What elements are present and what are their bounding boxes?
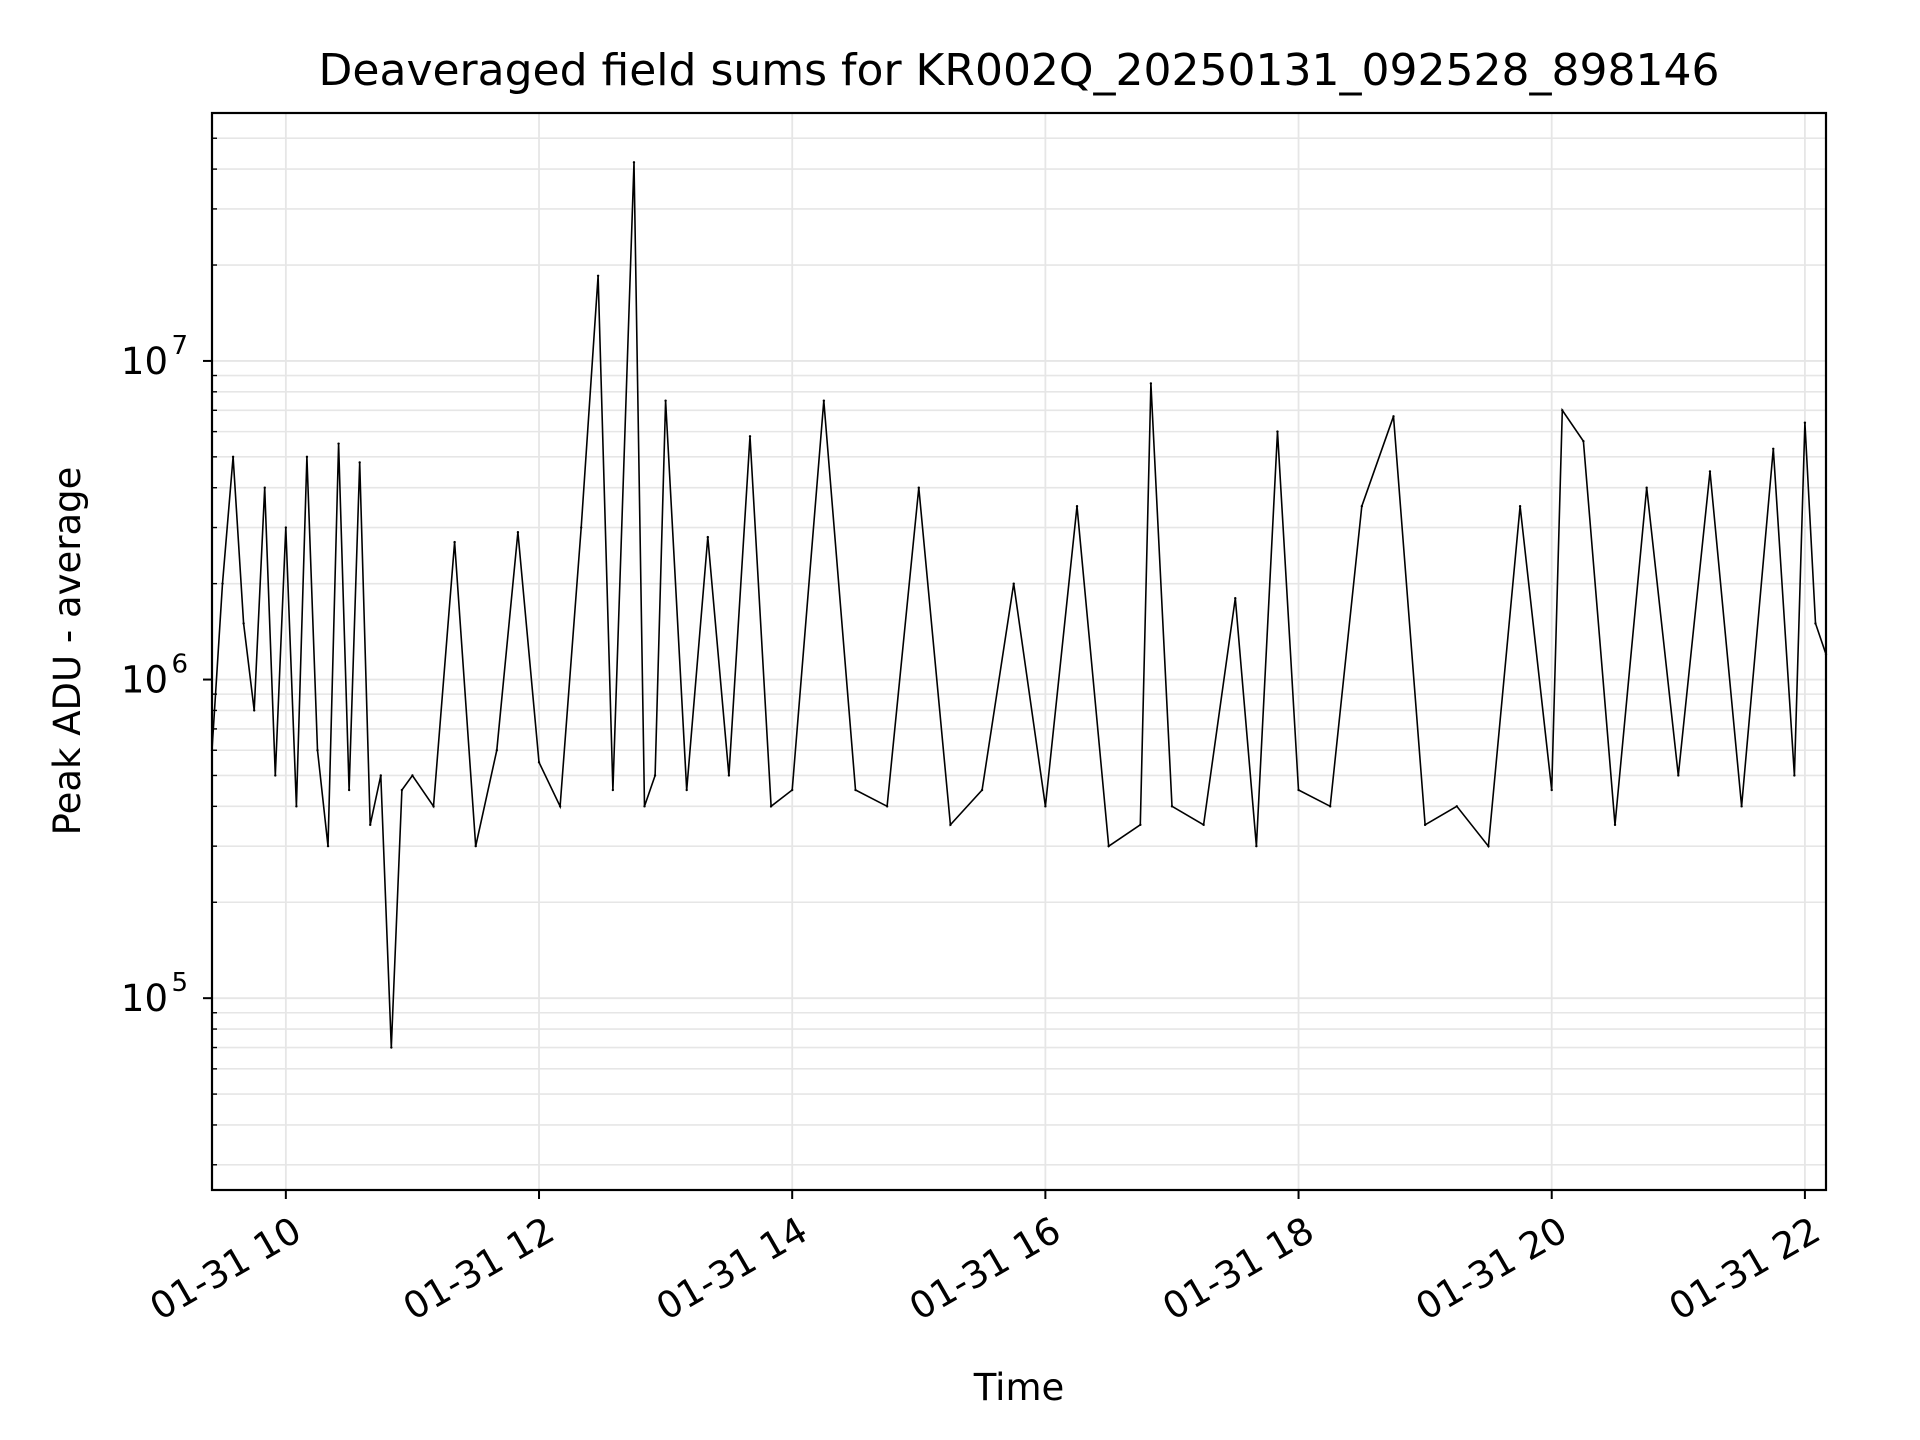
data-point (1772, 447, 1775, 450)
data-point (379, 774, 382, 777)
data-point (432, 805, 435, 808)
data-point (1107, 844, 1110, 848)
data-point (231, 455, 235, 459)
chart-title: Deaveraged field sums for KR002Q_2025013… (319, 45, 1720, 96)
data-point (632, 161, 636, 164)
y-tick-label: 10 (121, 340, 168, 383)
data-point (727, 774, 731, 777)
data-point (558, 805, 562, 808)
data-point (822, 399, 826, 402)
data-point (1613, 823, 1617, 827)
y-tick-exponent: 7 (171, 331, 188, 361)
data-point (653, 774, 657, 777)
data-point (854, 788, 857, 792)
data-point (1803, 421, 1807, 424)
data-point (643, 805, 646, 808)
data-point (1276, 430, 1279, 433)
data-point (1814, 622, 1817, 625)
y-tick-exponent: 6 (171, 650, 188, 680)
data-point (1561, 409, 1564, 412)
data-point (411, 774, 414, 777)
data-point (1455, 805, 1458, 808)
data-point (326, 844, 330, 848)
data-point (1582, 439, 1585, 443)
data-point (453, 540, 456, 544)
data-point (790, 788, 794, 792)
x-axis-label: Time (973, 1366, 1065, 1409)
data-point (1012, 582, 1015, 585)
data-point (769, 805, 773, 808)
data-point (949, 823, 952, 827)
data-point (474, 844, 477, 848)
data-point (1518, 505, 1522, 508)
data-point (580, 526, 583, 529)
data-point (1297, 788, 1300, 792)
data-point (1423, 823, 1427, 827)
data-point (284, 526, 288, 529)
data-point (1360, 505, 1364, 508)
data-point (537, 761, 541, 764)
data-point (917, 486, 920, 489)
y-tick-label: 10 (121, 977, 168, 1020)
data-point (1234, 597, 1237, 600)
data-point (242, 622, 245, 625)
data-point (611, 788, 615, 792)
grid (212, 112, 1826, 1190)
data-point (516, 531, 520, 534)
data-point (1202, 823, 1205, 827)
data-point (305, 455, 309, 459)
data-point (1139, 823, 1142, 827)
data-point (706, 535, 710, 539)
data-point (1793, 774, 1796, 777)
data-point (369, 823, 372, 827)
data-point (337, 442, 340, 445)
data-point (347, 788, 351, 792)
y-axis-label: Peak ADU - average (46, 467, 89, 836)
data-point (274, 774, 277, 777)
data-point (295, 805, 298, 808)
y-tick-exponent: 5 (171, 968, 188, 998)
data-point (885, 805, 889, 808)
data-point (1677, 774, 1680, 777)
data-point (1075, 505, 1079, 508)
data-point (685, 788, 688, 792)
data-point (1170, 805, 1174, 808)
data-point (664, 399, 667, 402)
data-point (316, 749, 319, 752)
data-point (1550, 788, 1553, 792)
data-point (1328, 805, 1332, 808)
data-point (390, 1046, 393, 1049)
data-point (358, 461, 361, 464)
data-point (400, 788, 404, 792)
data-point (495, 749, 499, 752)
data-point (1487, 844, 1490, 848)
data-point (596, 274, 600, 278)
data-point (1044, 805, 1047, 808)
data-point (1708, 470, 1712, 473)
plot-frame (210, 111, 1828, 1192)
y-tick-label: 10 (121, 659, 168, 702)
series-line (211, 162, 1827, 1048)
data-point (1149, 382, 1153, 385)
data-point (1740, 805, 1743, 808)
data-point (1645, 486, 1648, 489)
data-point (263, 486, 266, 489)
data-point (980, 788, 984, 792)
data-point (1392, 415, 1395, 418)
data-point (221, 582, 224, 585)
data-point (252, 709, 256, 712)
data-point (1255, 844, 1258, 848)
data-point (748, 435, 752, 438)
data-trace (210, 161, 1828, 1049)
